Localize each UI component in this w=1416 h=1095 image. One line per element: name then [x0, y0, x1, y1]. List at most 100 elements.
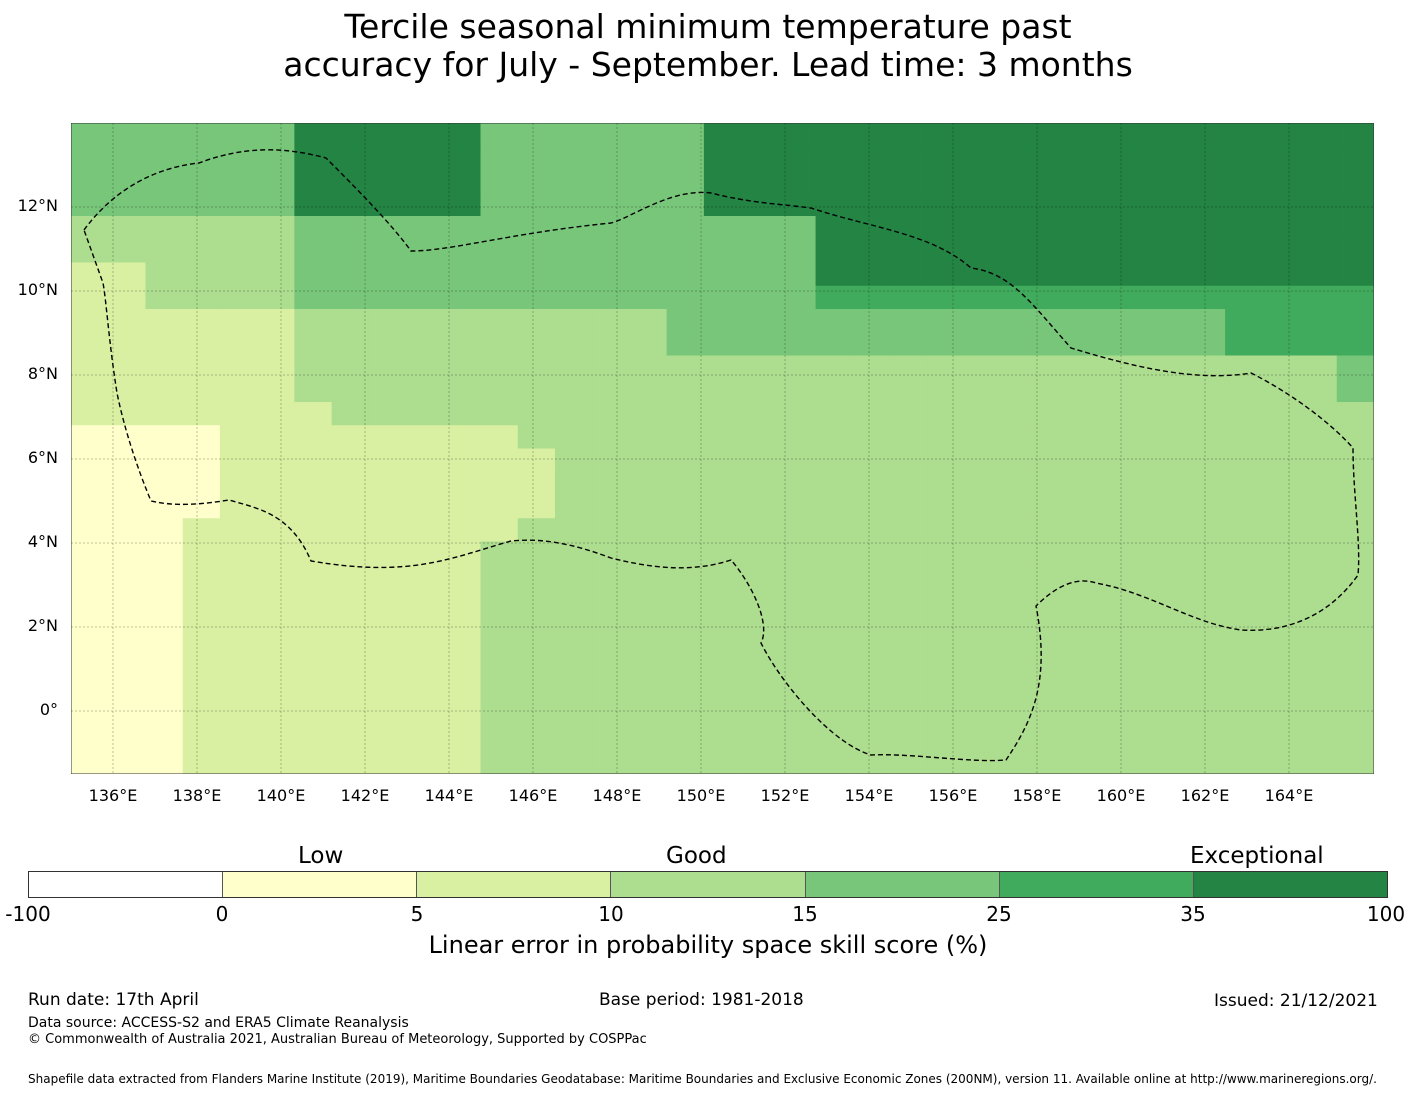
lon-tick: 136°E: [88, 786, 138, 805]
grid-cell: [257, 239, 295, 264]
grid-cell: [554, 750, 593, 774]
grid-cell: [852, 471, 891, 496]
grid-cell: [331, 355, 370, 380]
grid-cell: [331, 448, 370, 473]
title-line-2: accuracy for July - September. Lead time…: [283, 45, 1133, 84]
grid-cell: [1262, 355, 1301, 380]
grid-cell: [331, 588, 370, 612]
grid-cell: [1076, 588, 1114, 612]
grid-cell: [703, 750, 742, 774]
grid-cell: [443, 262, 482, 287]
grid-cell: [1150, 309, 1189, 333]
grid-cell: [1299, 355, 1338, 380]
grid-cell: [927, 378, 966, 403]
grid-cell: [1187, 518, 1226, 543]
grid-cell: [517, 146, 556, 171]
grid-cell: [331, 681, 370, 705]
grid-cell: [1262, 681, 1301, 705]
lon-tick: 148°E: [592, 786, 642, 805]
grid-cell: [927, 541, 966, 566]
grid-cell: [1225, 750, 1263, 774]
shapefile-credit: Shapefile data extracted from Flanders M…: [28, 1072, 1377, 1086]
grid-cell: [1225, 332, 1263, 357]
grid-cell: [815, 355, 854, 380]
grid-cell: [1187, 425, 1226, 450]
grid-cell: [1113, 541, 1152, 566]
grid-cell: [182, 123, 221, 147]
grid-cell: [927, 239, 966, 264]
grid-cell: [554, 146, 593, 171]
grid-cell: [1225, 518, 1263, 543]
issued-date: Issued: 21/12/2021: [1214, 991, 1378, 1011]
grid-cell: [480, 588, 519, 612]
grid-cell: [368, 448, 407, 473]
grid-cell: [219, 123, 258, 147]
grid-cell: [294, 402, 333, 426]
grid-cell: [964, 402, 1003, 426]
grid-cell: [71, 239, 109, 264]
grid-cell: [1225, 541, 1263, 566]
grid-cell: [927, 146, 966, 171]
category-good: Good: [666, 843, 727, 869]
grid-cell: [1076, 285, 1114, 310]
colorbar-tick: 10: [598, 902, 624, 926]
grid-cell: [629, 704, 668, 729]
grid-cell: [890, 123, 928, 147]
grid-cell: [554, 123, 593, 147]
grid-cell: [592, 332, 631, 357]
grid-cell: [108, 588, 147, 612]
grid-cell: [1262, 285, 1301, 310]
grid-cell: [1076, 657, 1114, 682]
grid-cell: [778, 634, 817, 659]
grid-cell: [852, 146, 891, 171]
grid-cell: [629, 239, 668, 264]
grid-cell: [1113, 564, 1152, 589]
grid-cell: [406, 471, 444, 496]
grid-cell: [815, 541, 854, 566]
grid-cell: [517, 564, 556, 589]
grid-cell: [629, 681, 668, 705]
grid-cell: [666, 657, 705, 682]
grid-cell: [852, 634, 891, 659]
grid-cell: [1038, 727, 1077, 752]
grid-cell: [182, 378, 221, 403]
grid-cell: [480, 309, 519, 333]
grid-cell: [1225, 657, 1263, 682]
grid-cell: [1001, 471, 1040, 496]
grid-cell: [517, 123, 556, 147]
grid-cell: [1001, 332, 1040, 357]
grid-cell: [517, 448, 556, 473]
grid-cell: [406, 611, 444, 636]
grid-cell: [703, 564, 742, 589]
grid-cell: [257, 123, 295, 147]
grid-cell: [1299, 704, 1338, 729]
grid-cell: [1001, 378, 1040, 403]
grid-cell: [1038, 704, 1077, 729]
grid-cell: [703, 634, 742, 659]
grid-cell: [964, 425, 1003, 450]
grid-cell: [480, 448, 519, 473]
colorbar-tick: 5: [410, 902, 424, 926]
grid-cell: [554, 402, 593, 426]
grid-cell: [443, 448, 482, 473]
grid-cell: [1001, 657, 1040, 682]
grid-cell: [294, 657, 333, 682]
grid-cell: [1150, 378, 1189, 403]
category-exceptional: Exceptional: [1190, 843, 1324, 869]
grid-cell: [666, 425, 705, 450]
grid-cell: [890, 425, 928, 450]
grid-cell: [629, 588, 668, 612]
grid-cell: [145, 704, 184, 729]
grid-cell: [592, 611, 631, 636]
grid-cell: [778, 402, 817, 426]
grid-cell: [852, 541, 891, 566]
grid-cell: [1336, 309, 1374, 333]
grid-cell: [331, 750, 370, 774]
grid-cell: [815, 239, 854, 264]
grid-cell: [1001, 192, 1040, 217]
grid-cell: [1001, 402, 1040, 426]
colorbar-tick: 15: [792, 902, 818, 926]
grid-cell: [71, 285, 109, 310]
grid-cell: [1113, 518, 1152, 543]
grid-cell: [108, 564, 147, 589]
